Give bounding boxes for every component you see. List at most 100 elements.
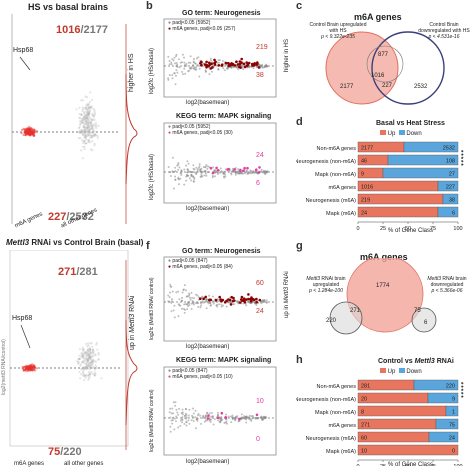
- ma-point: [236, 65, 239, 68]
- scatter-point: [30, 364, 33, 367]
- scatter-point: [78, 125, 81, 129]
- ma-point: [177, 58, 180, 61]
- venn-g-n-overlap-left: 271: [350, 308, 361, 314]
- panel-b-top-plot: [163, 18, 277, 98]
- scatter-point: [26, 365, 29, 368]
- ma-point: [183, 183, 186, 186]
- ma-point: [209, 304, 212, 307]
- ma-point: [213, 169, 216, 172]
- scatter-point: [93, 360, 96, 363]
- bar-down: [403, 141, 459, 153]
- ma-point: [167, 77, 170, 80]
- scatter-point: [27, 366, 31, 369]
- scatter-point: [85, 134, 88, 138]
- ma-point: [203, 420, 206, 423]
- scatter-point: [81, 131, 84, 134]
- scatter-point: [92, 118, 95, 121]
- ma-point: [179, 177, 182, 180]
- ma-point: [186, 171, 189, 174]
- ma-highlight-point: [244, 298, 248, 301]
- scatter-point: [84, 129, 87, 132]
- scatter-point: [30, 368, 33, 371]
- b-top-xlabel: log2(basemean): [186, 100, 230, 106]
- scatter-point: [82, 375, 86, 378]
- scatter-point: [86, 129, 89, 132]
- ma-highlight-point: [257, 66, 261, 69]
- scatter-point: [33, 368, 36, 371]
- scatter-point: [24, 368, 27, 371]
- scatter-point: [91, 355, 94, 359]
- scatter-point: [88, 353, 91, 356]
- scatter-point: [83, 113, 86, 116]
- scatter-point: [86, 124, 90, 127]
- ma-point: [198, 165, 201, 168]
- ma-point: [260, 416, 263, 419]
- venn-right-circle: [371, 31, 445, 105]
- scatter-point: [26, 366, 29, 369]
- ma-point: [170, 61, 173, 64]
- scatter-point: [92, 348, 95, 351]
- scatter-point: [91, 365, 94, 368]
- scatter-point: [87, 110, 90, 113]
- scatter-point: [83, 110, 86, 113]
- ma-point: [187, 162, 190, 165]
- ma-point: [200, 170, 203, 173]
- ma-point: [211, 299, 214, 302]
- ma-point: [206, 167, 209, 170]
- scatter-point: [82, 134, 85, 137]
- scatter-point: [87, 117, 90, 120]
- panel-b-bottom-plot: [163, 122, 277, 204]
- scatter-point: [81, 141, 85, 145]
- scatter-point: [84, 374, 87, 377]
- legend-f-top: ● padj<0.05 (847) ● m6A genes, padj<0.05…: [168, 258, 233, 270]
- scatter-point: [80, 113, 83, 116]
- ma-point: [256, 171, 259, 174]
- ma-point: [206, 412, 209, 415]
- scatter-point: [95, 366, 98, 369]
- panel-e-plot: [9, 250, 138, 450]
- scatter-point: [77, 358, 80, 361]
- scatter-point: [85, 367, 88, 370]
- scatter-point: [91, 134, 94, 137]
- ma-point: [195, 293, 198, 296]
- legend-b-bottom: ● padj<0.05 (5952) ● m6A genes, padj<0.0…: [168, 124, 233, 136]
- ma-point: [209, 57, 212, 60]
- ma-point: [177, 413, 180, 416]
- ma-highlight-point: [215, 166, 218, 170]
- ma-point: [195, 302, 197, 305]
- ma-point: [182, 288, 185, 291]
- scatter-point: [85, 114, 88, 117]
- ma-point: [230, 172, 233, 175]
- scatter-point: [78, 354, 81, 357]
- scatter-point: [85, 120, 89, 123]
- ma-highlight-point: [207, 414, 210, 417]
- ma-point: [190, 66, 193, 69]
- scatter-point: [27, 365, 30, 368]
- ma-point: [191, 414, 194, 417]
- scatter-point: [78, 127, 81, 130]
- scatter-point: [92, 127, 95, 130]
- scatter-point: [87, 365, 90, 368]
- ma-point: [203, 174, 206, 177]
- ma-point: [218, 420, 221, 423]
- scatter-point: [88, 110, 91, 113]
- ma-point: [181, 421, 183, 424]
- ma-highlight-point: [214, 298, 218, 302]
- scatter-point: [83, 361, 86, 365]
- ma-point: [251, 417, 254, 420]
- ma-highlight-point: [239, 168, 242, 172]
- ma-point: [260, 168, 263, 171]
- scatter-point: [77, 360, 80, 363]
- ma-point: [216, 61, 219, 64]
- ma-point: [168, 411, 171, 414]
- panel-e-xlabel-left: m6A genes: [14, 461, 45, 467]
- scatter-point: [86, 359, 89, 362]
- scatter-point: [27, 367, 30, 370]
- scatter-point: [91, 125, 94, 128]
- ma-point: [174, 175, 177, 178]
- ma-point: [208, 419, 211, 422]
- ma-point: [200, 173, 203, 176]
- ma-highlight-point: [243, 166, 246, 170]
- scatter-point: [91, 130, 94, 133]
- scatter-point: [91, 366, 94, 370]
